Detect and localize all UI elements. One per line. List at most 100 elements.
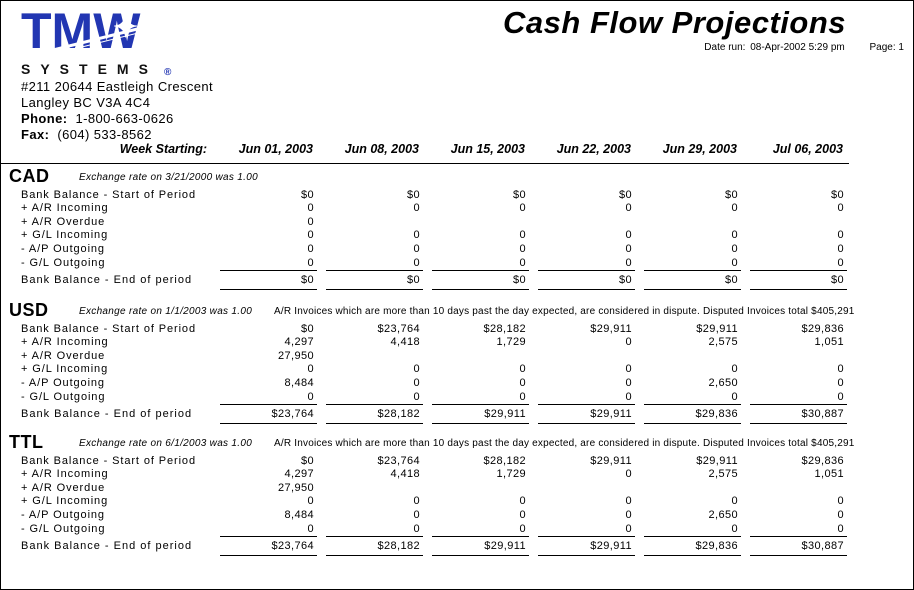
phone-label: Phone: <box>21 111 68 126</box>
table-row: + A/R Incoming 4,297 4,418 1,729 0 2,575 1,051 <box>1 335 913 349</box>
row-label: + G/L Incoming <box>21 229 109 242</box>
cell: 0 <box>307 215 314 228</box>
cell: 0 <box>413 376 420 389</box>
table-row: - G/L Outgoing 0 0 0 0 0 0 <box>1 521 913 537</box>
date-run-value: 08-Apr-2002 5:29 pm <box>750 42 845 53</box>
logo-systems-text: SYSTEMS <box>21 61 158 77</box>
table-row: Bank Balance - End of period $23,764 $28,1… <box>1 403 913 424</box>
row-label: + A/R Incoming <box>21 202 109 215</box>
phone-number: 1-800-663-0626 <box>75 111 174 126</box>
section-cad: CAD Exchange rate on 3/21/2000 was 1.00 … <box>1 166 913 290</box>
table-row: Bank Balance - End of period $23,764 $28,1… <box>1 535 913 556</box>
table-row: Bank Balance - Start of Period $0 $23,764 $… <box>1 321 913 335</box>
cell: 0 <box>211 391 317 405</box>
phone-line: Phone: 1-800-663-0626 <box>21 111 213 127</box>
week-date: Jun 29, 2003 <box>662 142 737 156</box>
row-label: + A/R Incoming <box>21 336 109 349</box>
table-row: Bank Balance - Start of Period $0 $23,764 $… <box>1 453 913 467</box>
cell: 0 <box>307 229 314 242</box>
cell: $29,911 <box>423 408 529 424</box>
cell: $29,836 <box>635 408 741 424</box>
currency-code: CAD <box>9 166 50 186</box>
section-header: TTL Exchange rate on 6/1/2003 was 1.00 A… <box>1 432 913 453</box>
cell: $29,911 <box>696 454 738 467</box>
row-label: Bank Balance - Start of Period <box>21 322 196 335</box>
week-date: Jun 15, 2003 <box>450 142 525 156</box>
dispute-note: A/R Invoices which are more than 10 days… <box>274 306 855 317</box>
cell: $23,764 <box>211 540 317 556</box>
cell: $0 <box>830 188 844 201</box>
week-header-row: Week Starting: Jun 01, 2003 Jun 08, 2003… <box>1 142 849 156</box>
cell: 0 <box>529 257 635 271</box>
address-line2: Langley BC V3A 4C4 <box>21 95 151 110</box>
cell: 0 <box>837 363 844 376</box>
cell: $30,887 <box>741 540 847 556</box>
cell: 0 <box>625 508 632 521</box>
week-date: Jul 06, 2003 <box>772 142 843 156</box>
cell: 0 <box>413 495 420 508</box>
row-label: Bank Balance - End of period <box>21 539 193 552</box>
cell: 0 <box>837 202 844 215</box>
cell: $29,911 <box>423 540 529 556</box>
cell: $29,836 <box>801 454 844 467</box>
cell: 2,650 <box>708 508 738 521</box>
address-line1: #211 20644 Eastleigh Crescent <box>21 79 214 94</box>
cell: 0 <box>519 495 526 508</box>
row-label: - A/P Outgoing <box>21 508 105 521</box>
cell: 0 <box>519 202 526 215</box>
cell: 0 <box>731 242 738 255</box>
cell: 0 <box>625 242 632 255</box>
cell: 0 <box>423 391 529 405</box>
section-usd: USD Exchange rate on 1/1/2003 was 1.00 A… <box>1 300 913 424</box>
table-row: Bank Balance - End of period $0 $0 $0 $0 $0 $0 <box>1 269 913 290</box>
cell: 1,051 <box>814 468 844 481</box>
cell: 0 <box>211 523 317 537</box>
cell: 0 <box>529 391 635 405</box>
week-date: Jun 22, 2003 <box>556 142 631 156</box>
cell: 0 <box>635 391 741 405</box>
table-row: - G/L Outgoing 0 0 0 0 0 0 <box>1 255 913 271</box>
cell: 0 <box>519 363 526 376</box>
exchange-rate-note: Exchange rate on 3/21/2000 was 1.00 <box>79 172 258 183</box>
cell: 2,575 <box>708 336 738 349</box>
cell: 1,729 <box>496 468 526 481</box>
logo-brand-text: TMW ✦ ® <box>13 5 177 78</box>
exchange-rate-note: Exchange rate on 6/1/2003 was 1.00 <box>79 438 253 449</box>
cell: $0 <box>741 274 847 290</box>
cell: 0 <box>307 242 314 255</box>
date-run-label: Date run: <box>704 42 746 53</box>
cell: $29,911 <box>696 322 738 335</box>
cell: 0 <box>413 508 420 521</box>
table-row: + A/R Overdue 27,950 <box>1 480 913 494</box>
cell: 4,297 <box>284 336 314 349</box>
cell: $29,911 <box>529 540 635 556</box>
cell: 0 <box>625 468 632 481</box>
row-label: Bank Balance - Start of Period <box>21 188 196 201</box>
row-label: + G/L Incoming <box>21 363 109 376</box>
cell: $0 <box>529 274 635 290</box>
table-row: - G/L Outgoing 0 0 0 0 0 0 <box>1 389 913 405</box>
cell: 0 <box>413 363 420 376</box>
cell: 0 <box>625 495 632 508</box>
cell: $0 <box>300 322 314 335</box>
cell: $29,911 <box>590 322 632 335</box>
table-row: + A/R Overdue 27,950 <box>1 348 913 362</box>
registered-mark: ® <box>164 67 172 78</box>
cell: $0 <box>512 188 526 201</box>
company-address: #211 20644 Eastleigh Crescent Langley BC… <box>21 79 213 143</box>
cell: 0 <box>519 229 526 242</box>
cell: 1,729 <box>496 336 526 349</box>
cell: 0 <box>529 523 635 537</box>
table-row: + A/R Overdue 0 <box>1 214 913 228</box>
row-label: + A/R Incoming <box>21 468 109 481</box>
cell: 4,297 <box>284 468 314 481</box>
header-divider-line <box>1 163 849 164</box>
row-label: - G/L Outgoing <box>21 390 106 403</box>
cell: 0 <box>307 495 314 508</box>
table-row: - A/P Outgoing 0 0 0 0 0 0 <box>1 241 913 255</box>
section-header: CAD Exchange rate on 3/21/2000 was 1.00 <box>1 166 913 187</box>
cell: 0 <box>741 391 847 405</box>
cell: $0 <box>406 188 420 201</box>
week-date: Jun 08, 2003 <box>344 142 419 156</box>
cell: 0 <box>307 202 314 215</box>
